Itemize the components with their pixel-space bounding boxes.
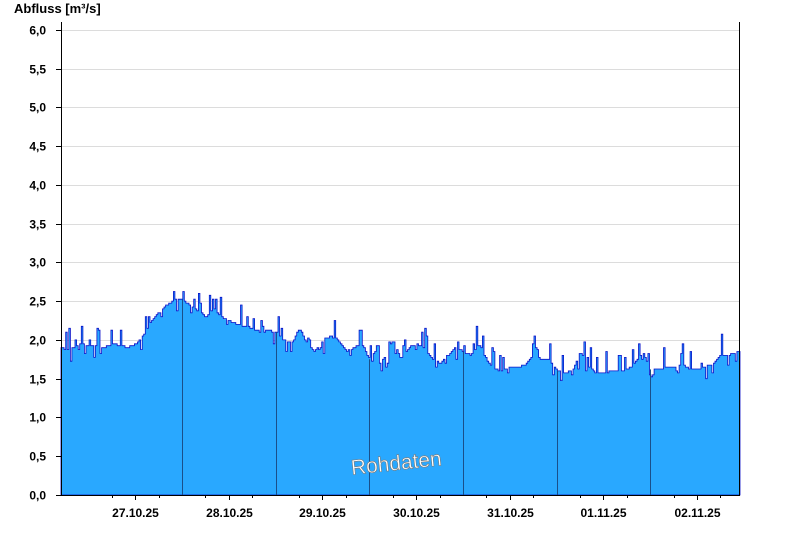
y-tick-label: 2,0 (29, 334, 46, 348)
y-axis-ticks: 0,0 0,5 1,0 1,5 2,0 2,5 3,0 3,5 4,0 4,5 5,0 5,5 6,0 (29, 24, 61, 503)
day-separators (182, 299, 651, 495)
y-axis-title: Abfluss [m³/s] (14, 1, 101, 16)
x-axis-ticks: 27.10.25 28.10.25 29.10.25 30.10.25 31.10.25… (112, 495, 721, 520)
axes (61, 22, 740, 496)
y-tick-label: 0,0 (29, 489, 46, 503)
y-tick-label: 3,0 (29, 256, 46, 270)
y-tick-label: 1,5 (29, 373, 46, 387)
x-tick-label: 31.10.25 (487, 506, 534, 520)
y-tick-label: 4,0 (29, 179, 46, 193)
y-tick-label: 1,0 (29, 411, 46, 425)
y-tick-label: 5,5 (29, 63, 46, 77)
y-tick-label: 2,5 (29, 295, 46, 309)
discharge-area (60, 291, 741, 496)
y-tick-label: 5,0 (29, 101, 46, 115)
discharge-series (60, 291, 741, 496)
x-tick-label: 29.10.25 (299, 506, 346, 520)
x-tick-label: 30.10.25 (393, 506, 440, 520)
y-tick-label: 3,5 (29, 218, 46, 232)
y-tick-label: 0,5 (29, 450, 46, 464)
x-tick-label: 28.10.25 (206, 506, 253, 520)
y-tick-label: 6,0 (29, 24, 46, 38)
x-tick-label: 27.10.25 (112, 506, 159, 520)
x-tick-label: 02.11.25 (674, 506, 720, 520)
y-tick-label: 4,5 (29, 140, 46, 154)
x-tick-label: 01.11.25 (580, 506, 626, 520)
